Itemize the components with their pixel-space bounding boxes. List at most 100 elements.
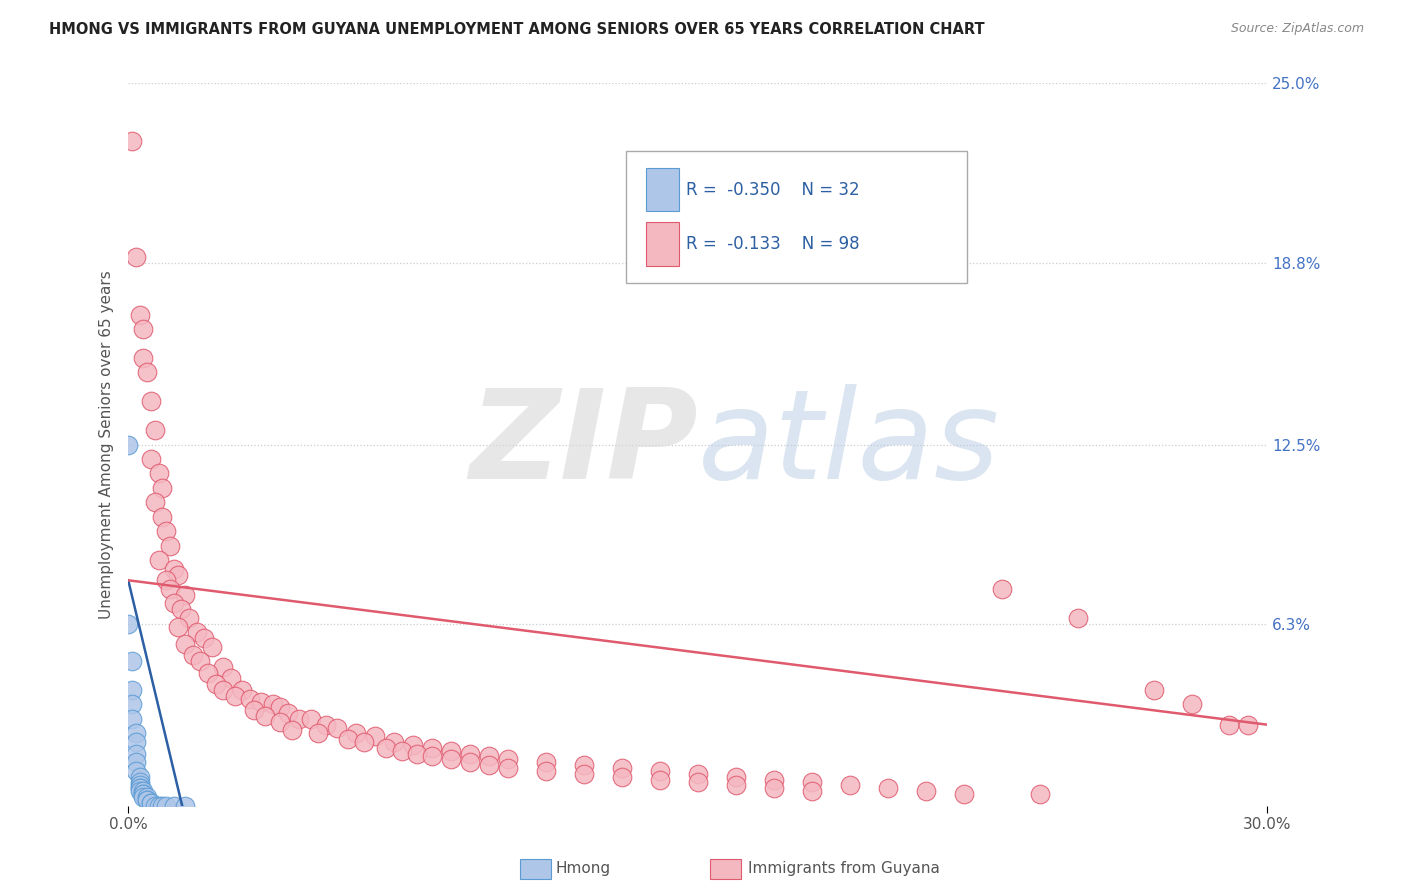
Point xyxy=(382,735,405,749)
Point xyxy=(1180,698,1202,712)
Point xyxy=(800,784,823,798)
Point xyxy=(177,611,200,625)
Point xyxy=(132,787,155,801)
Point xyxy=(197,665,219,680)
Text: R =  -0.350    N = 32: R = -0.350 N = 32 xyxy=(686,181,859,199)
Point xyxy=(326,721,349,735)
Text: HMONG VS IMMIGRANTS FROM GUYANA UNEMPLOYMENT AMONG SENIORS OVER 65 YEARS CORRELA: HMONG VS IMMIGRANTS FROM GUYANA UNEMPLOY… xyxy=(49,22,984,37)
Point xyxy=(163,562,186,576)
Point xyxy=(440,752,463,766)
Point xyxy=(250,695,273,709)
Point xyxy=(724,778,747,792)
Point xyxy=(1142,683,1164,698)
Point xyxy=(800,775,823,789)
Text: Immigrants from Guyana: Immigrants from Guyana xyxy=(748,862,939,876)
Point xyxy=(170,602,193,616)
Point xyxy=(125,764,148,778)
Point xyxy=(572,758,595,772)
Point xyxy=(143,798,166,813)
Point xyxy=(136,365,159,379)
Point xyxy=(391,744,413,758)
Point xyxy=(496,761,519,775)
Point xyxy=(364,729,387,743)
Point xyxy=(315,717,337,731)
Point xyxy=(1218,717,1240,731)
Point xyxy=(724,770,747,784)
Point xyxy=(307,726,329,740)
Point xyxy=(125,250,148,264)
Point xyxy=(458,747,481,761)
Point xyxy=(163,798,186,813)
Point xyxy=(128,781,150,796)
Point xyxy=(155,798,177,813)
Point xyxy=(174,588,197,602)
Point xyxy=(288,712,311,726)
Point xyxy=(139,452,162,467)
Point xyxy=(269,700,291,714)
Point xyxy=(402,738,425,752)
Point xyxy=(128,778,150,792)
Point xyxy=(121,683,143,698)
Point xyxy=(143,495,166,509)
Point xyxy=(405,747,427,761)
Point xyxy=(128,781,150,796)
Point xyxy=(159,539,181,553)
Point xyxy=(337,732,360,747)
Point xyxy=(762,772,785,787)
Point xyxy=(148,467,170,481)
Text: Source: ZipAtlas.com: Source: ZipAtlas.com xyxy=(1230,22,1364,36)
Point xyxy=(132,789,155,804)
Point xyxy=(128,308,150,322)
Point xyxy=(686,775,709,789)
Point xyxy=(762,781,785,796)
Point xyxy=(121,698,143,712)
Text: atlas: atlas xyxy=(697,384,1000,505)
Point xyxy=(219,672,242,686)
Point xyxy=(204,677,226,691)
Point xyxy=(121,134,143,148)
Point xyxy=(132,351,155,365)
Point xyxy=(277,706,299,721)
Point xyxy=(136,793,159,807)
Point xyxy=(148,553,170,567)
Point xyxy=(201,640,224,654)
Point xyxy=(132,784,155,798)
Point xyxy=(152,481,174,495)
Point xyxy=(155,574,177,588)
Point xyxy=(534,764,557,778)
Point xyxy=(212,660,235,674)
Point xyxy=(159,582,181,596)
Point xyxy=(125,747,148,761)
Point xyxy=(914,784,936,798)
Point xyxy=(1066,611,1088,625)
Point xyxy=(174,798,197,813)
Point xyxy=(610,770,633,784)
Point xyxy=(128,784,150,798)
Point xyxy=(163,596,186,610)
Point xyxy=(155,524,177,538)
Point xyxy=(136,789,159,804)
Point xyxy=(375,740,398,755)
Point xyxy=(125,726,148,740)
Point xyxy=(496,752,519,766)
Point xyxy=(269,714,291,729)
Point xyxy=(117,437,139,451)
Point xyxy=(212,683,235,698)
Point xyxy=(648,772,671,787)
Y-axis label: Unemployment Among Seniors over 65 years: Unemployment Among Seniors over 65 years xyxy=(100,270,114,619)
Point xyxy=(139,796,162,810)
Point xyxy=(458,756,481,770)
Point xyxy=(838,778,860,792)
Point xyxy=(420,740,443,755)
Point xyxy=(572,767,595,781)
Point xyxy=(152,798,174,813)
Point xyxy=(280,723,302,738)
Text: Hmong: Hmong xyxy=(555,862,610,876)
Point xyxy=(1028,787,1050,801)
Point xyxy=(143,423,166,437)
Point xyxy=(166,567,188,582)
Point xyxy=(125,735,148,749)
Point xyxy=(174,637,197,651)
Point xyxy=(610,761,633,775)
Text: ZIP: ZIP xyxy=(470,384,697,505)
